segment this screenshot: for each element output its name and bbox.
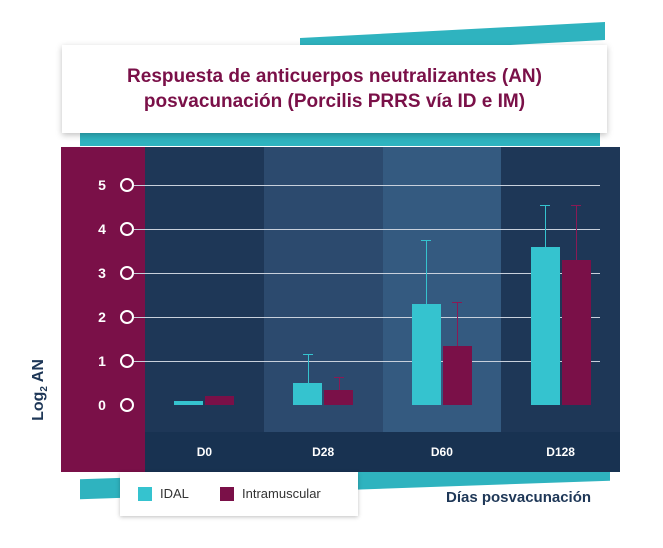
error-bar-intramuscular-d128 (576, 204, 578, 260)
category-band-d28 (263, 147, 383, 432)
x-tick-label-d28: D28 (312, 445, 335, 459)
chart-title: Respuesta de anticuerpos neutralizantes … (62, 45, 607, 133)
gridline-4 (134, 229, 600, 230)
category-band-d128 (501, 147, 620, 432)
legend-item-intramuscular: Intramuscular (220, 486, 321, 501)
category-band-d60 (382, 147, 502, 432)
legend-label-intramuscular: Intramuscular (242, 486, 321, 501)
y-tick-label-5: 5 (98, 177, 106, 193)
gridline-2 (134, 317, 600, 318)
bar-intramuscular-d28 (324, 389, 354, 405)
bar-intramuscular-d0 (205, 396, 235, 405)
y-tick-label-0: 0 (98, 397, 106, 413)
gridline-5 (134, 185, 600, 186)
y-axis-label: Log2 AN (30, 359, 50, 421)
y-tick-label-4: 4 (98, 221, 106, 237)
category-band-d0 (145, 147, 264, 432)
y-tick-marker-2 (120, 310, 134, 324)
x-tick-label-d60: D60 (430, 445, 453, 459)
y-axis-panel (61, 147, 145, 472)
error-bar-cap-idal-d28 (302, 354, 313, 356)
bar-idal-d28 (293, 383, 323, 405)
y-axis-label-main: Log (29, 391, 47, 421)
legend-swatch-intramuscular (220, 486, 234, 501)
x-axis-label: Días posvacunación (446, 489, 592, 506)
error-bar-idal-d60 (426, 240, 428, 304)
y-tick-label-3: 3 (98, 265, 106, 281)
bar-intramuscular-d60 (442, 345, 472, 405)
error-bar-cap-intramuscular-d28 (333, 377, 344, 379)
y-tick-label-1: 1 (98, 353, 106, 369)
error-bar-idal-d128 (545, 204, 547, 247)
y-tick-marker-1 (120, 354, 134, 368)
error-bar-intramuscular-d60 (457, 301, 459, 346)
chart-title-line-2: posvacunación (Porcilis PRRS vía ID e IM… (143, 91, 526, 112)
y-tick-marker-4 (120, 222, 134, 236)
legend-swatch-idal (138, 486, 152, 501)
error-bar-cap-idal-d128 (540, 204, 551, 206)
x-axis-band (145, 432, 620, 472)
y-tick-marker-5 (120, 178, 134, 192)
legend-item-idal: IDAL (138, 486, 189, 501)
gridline-3 (134, 273, 600, 274)
y-axis-label-tail: AN (29, 359, 47, 387)
legend-label-idal: IDAL (160, 486, 189, 501)
bar-idal-d0 (174, 400, 204, 405)
x-tick-label-d0: D0 (196, 445, 213, 459)
y-tick-label-2: 2 (98, 309, 106, 325)
error-bar-cap-intramuscular-d128 (571, 204, 582, 206)
gridline-1 (134, 361, 600, 362)
y-tick-marker-0 (120, 398, 134, 412)
y-axis-label-subscript: 2 (39, 386, 51, 392)
chart-title-line-1: Respuesta de anticuerpos neutralizantes … (127, 66, 542, 87)
error-bar-cap-intramuscular-d60 (452, 301, 463, 303)
error-bar-cap-idal-d60 (421, 240, 432, 241)
legend: IDAL Intramuscular (120, 472, 358, 516)
error-bar-intramuscular-d28 (338, 377, 340, 390)
error-bar-idal-d28 (307, 354, 309, 383)
y-tick-marker-3 (120, 266, 134, 280)
bar-intramuscular-d128 (561, 259, 591, 405)
bar-idal-d60 (411, 303, 441, 405)
x-tick-label-d128: D128 (546, 445, 575, 459)
bar-idal-d128 (530, 246, 560, 405)
